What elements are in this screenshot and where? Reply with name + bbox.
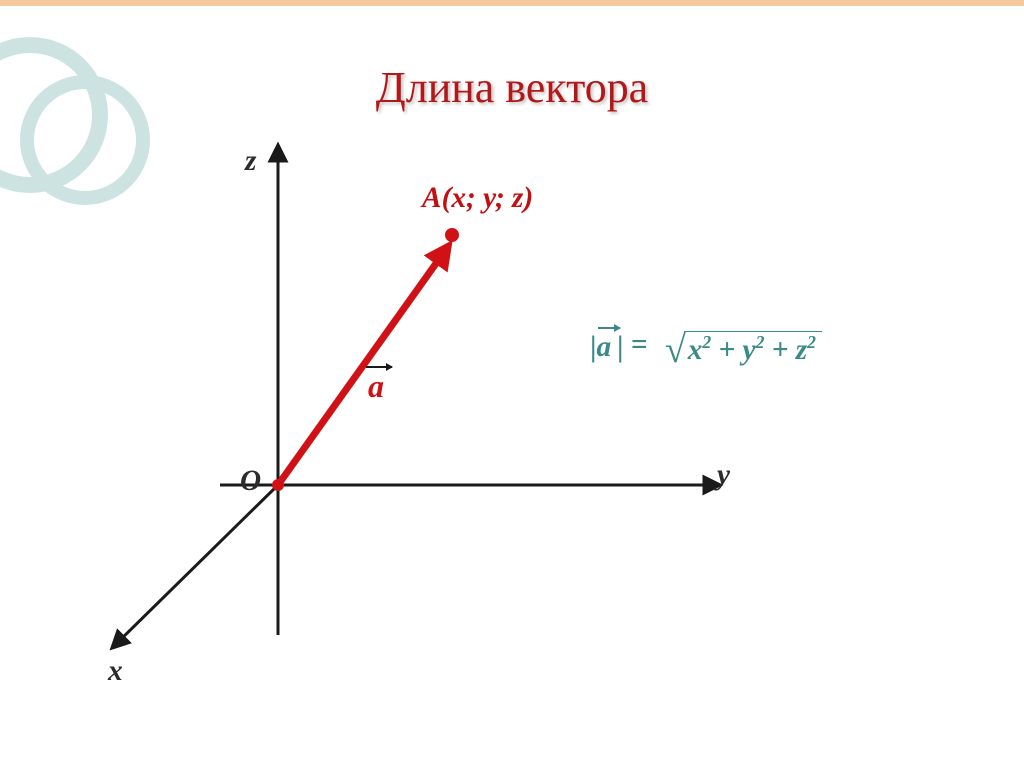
magnitude-formula: |a | = √х2 + у2 + z2 bbox=[590, 325, 822, 369]
formula-var-a: a bbox=[596, 331, 611, 363]
slide-top-accent bbox=[0, 0, 1024, 6]
axis-label-x: х bbox=[108, 655, 123, 688]
formula-bar-right: | bbox=[611, 331, 623, 363]
point-a-label: A(х; у; z) bbox=[422, 182, 533, 215]
sqrt-icon: √ bbox=[665, 329, 686, 371]
page-title: Длина вектора bbox=[0, 62, 1024, 113]
point-a-coords: (х; у; z) bbox=[442, 182, 534, 214]
vector-arrow-icon bbox=[366, 366, 392, 368]
vector-label-a: a bbox=[368, 368, 384, 405]
formula-vector-arrow-icon bbox=[598, 327, 620, 329]
formula-equals: = bbox=[631, 329, 648, 361]
point-a-prefix: A bbox=[422, 182, 442, 214]
axis-label-y: у bbox=[717, 459, 730, 492]
origin-label: О bbox=[240, 465, 261, 498]
coordinate-diagram: z у х О a A(х; у; z) bbox=[100, 120, 900, 720]
axis-label-z: z bbox=[245, 145, 256, 178]
slide: Длина вектора z у х bbox=[0, 0, 1024, 768]
formula-radicand: х2 + у2 + z2 bbox=[684, 331, 822, 366]
